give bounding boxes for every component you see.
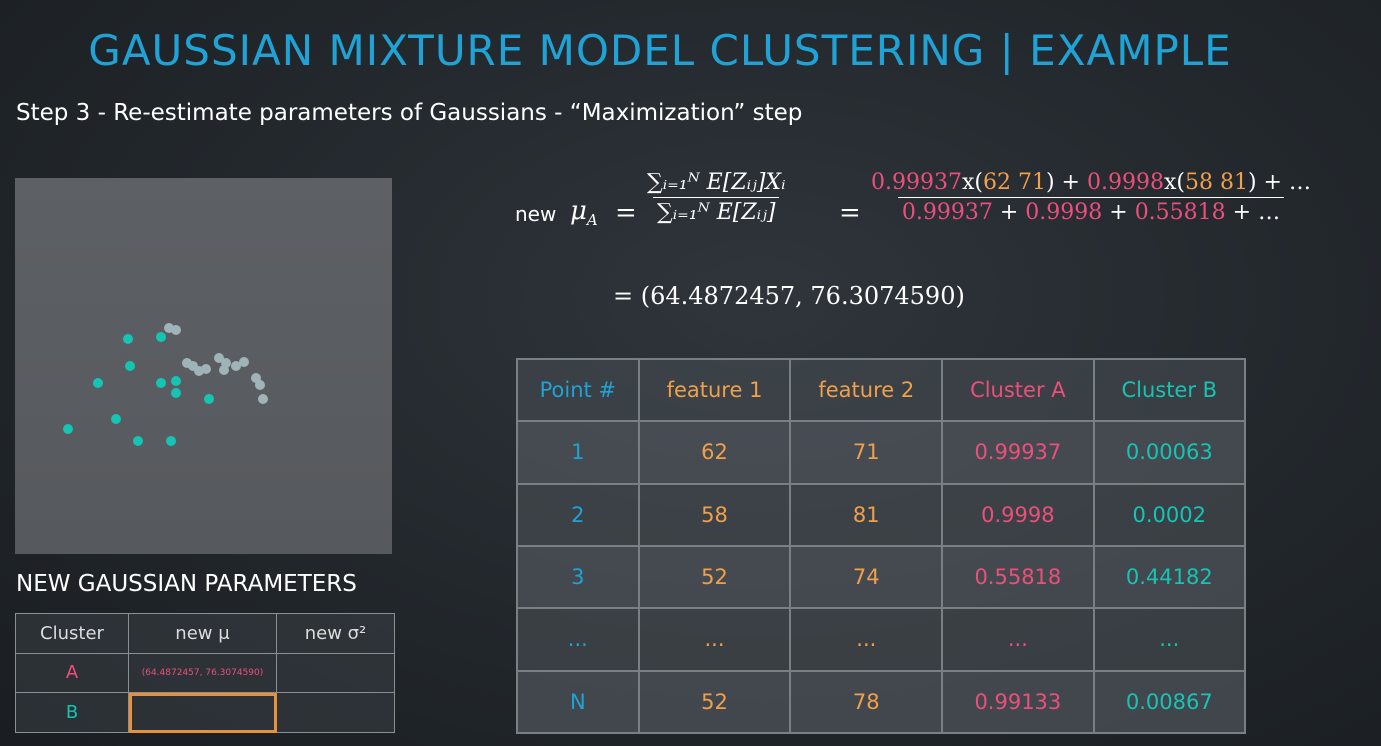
- scatter-point: [166, 436, 176, 446]
- numeric-numerator: 0.99937x(62 71) + 0.9998x(58 81) + …: [871, 170, 1311, 195]
- cell-feature-1: 62: [637, 420, 792, 485]
- scatter-point: [93, 378, 103, 388]
- scatter-point: [125, 361, 135, 371]
- general-numerator: ∑ᵢ₌₁ᴺ E[Zᵢⱼ]Xᵢ: [647, 170, 786, 195]
- table-row: 1 62 71 0.99937 0.00063: [516, 420, 1247, 485]
- table-row: ... ... ... ... ...: [516, 607, 1247, 672]
- equals-sign-2: =: [839, 198, 861, 228]
- params-row-a: A (64.4872457, 76.3074590): [15, 652, 395, 694]
- params-cluster-label: B: [15, 692, 129, 733]
- formula-block: new μA = ∑ᵢ₌₁ᴺ E[Zᵢⱼ]Xᵢ ∑ᵢ₌₁ᴺ E[Zᵢⱼ] = 0…: [515, 168, 1375, 318]
- scatter-point: [201, 364, 211, 374]
- scatter-point: [156, 332, 166, 342]
- scatter-point: [63, 424, 73, 434]
- table-row: 2 58 81 0.9998 0.0002: [516, 482, 1247, 547]
- params-header-mu: new μ: [128, 613, 277, 654]
- formula-new-label: new: [515, 202, 557, 226]
- cell-point: 3: [516, 544, 640, 610]
- scatter-svg: [63, 323, 268, 446]
- general-fraction: ∑ᵢ₌₁ᴺ E[Zᵢⱼ]Xᵢ ∑ᵢ₌₁ᴺ E[Zᵢⱼ]: [643, 170, 790, 225]
- scatter-point: [231, 361, 241, 371]
- header-point: Point #: [516, 357, 640, 423]
- cell-feature-2: ...: [789, 607, 944, 672]
- scatter-point: [171, 325, 181, 335]
- cell-feature-1: 52: [637, 544, 792, 610]
- cell-cluster-a: 0.99937: [941, 420, 1095, 485]
- cell-feature-2: 78: [789, 669, 944, 735]
- cell-feature-2: 74: [789, 544, 944, 610]
- scatter-point: [219, 365, 229, 375]
- header-feature-1: feature 1: [637, 357, 792, 423]
- scatter-point: [133, 436, 143, 446]
- cell-point: 1: [516, 420, 640, 485]
- cell-cluster-a: 0.9998: [941, 482, 1095, 547]
- params-title: NEW GAUSSIAN PARAMETERS: [16, 571, 357, 597]
- header-cluster-a: Cluster A: [941, 357, 1095, 423]
- scatter-point: [171, 388, 181, 398]
- cell-feature-1: ...: [637, 607, 792, 672]
- step-subtitle: Step 3 - Re-estimate parameters of Gauss…: [16, 100, 803, 126]
- scatter-point: [204, 394, 214, 404]
- scatter-point: [156, 378, 166, 388]
- params-mu-input-highlight[interactable]: [128, 692, 277, 733]
- cell-cluster-a: 0.99133: [941, 669, 1095, 735]
- scatter-point: [239, 357, 249, 367]
- page-title: GAUSSIAN MIXTURE MODEL CLUSTERING | EXAM…: [88, 26, 1232, 75]
- cell-feature-2: 81: [789, 482, 944, 547]
- cell-cluster-b: 0.00063: [1092, 420, 1247, 485]
- params-sigma-value: [276, 692, 395, 733]
- points-table-header: Point # feature 1 feature 2 Cluster A Cl…: [516, 357, 1247, 423]
- numeric-denominator: 0.99937 + 0.9998 + 0.55818 + …: [897, 197, 1285, 225]
- params-mu-value: (64.4872457, 76.3074590): [128, 652, 277, 694]
- cell-cluster-b: 0.00867: [1092, 669, 1247, 735]
- table-row: 3 52 74 0.55818 0.44182: [516, 544, 1247, 610]
- cell-point: 2: [516, 482, 640, 547]
- params-cluster-label: A: [15, 652, 129, 694]
- cell-cluster-b: ...: [1092, 607, 1247, 672]
- params-table: Cluster new μ new σ² A (64.4872457, 76.3…: [15, 613, 395, 733]
- params-row-b: B: [15, 692, 395, 733]
- header-cluster-b: Cluster B: [1092, 357, 1247, 423]
- header-feature-2: feature 2: [789, 357, 944, 423]
- general-denominator: ∑ᵢ₌₁ᴺ E[Zᵢⱼ]: [653, 197, 780, 225]
- formula-mu: μA: [570, 196, 598, 230]
- cell-cluster-a: 0.55818: [941, 544, 1095, 610]
- scatter-plot: [15, 178, 392, 554]
- cell-cluster-a: ...: [941, 607, 1095, 672]
- cell-point: N: [516, 669, 640, 735]
- cell-cluster-b: 0.0002: [1092, 482, 1247, 547]
- cell-point: ...: [516, 607, 640, 672]
- points-table: Point # feature 1 feature 2 Cluster A Cl…: [516, 357, 1247, 735]
- cell-feature-1: 52: [637, 669, 792, 735]
- scatter-point: [258, 394, 268, 404]
- equals-sign-1: =: [615, 198, 637, 228]
- scatter-point: [171, 376, 181, 386]
- cell-feature-1: 58: [637, 482, 792, 547]
- scatter-point: [214, 353, 224, 363]
- numeric-fraction: 0.99937x(62 71) + 0.9998x(58 81) + … 0.9…: [867, 170, 1315, 225]
- params-header-sigma: new σ²: [276, 613, 395, 654]
- scatter-point: [255, 380, 265, 390]
- params-sigma-value: [276, 652, 395, 694]
- params-header: Cluster new μ new σ²: [15, 613, 395, 654]
- cell-feature-2: 71: [789, 420, 944, 485]
- scatter-point: [123, 334, 133, 344]
- table-row: N 52 78 0.99133 0.00867: [516, 669, 1247, 735]
- scatter-point: [111, 414, 121, 424]
- cell-cluster-b: 0.44182: [1092, 544, 1247, 610]
- formula-result: = (64.4872457, 76.3074590): [613, 282, 965, 310]
- params-header-cluster: Cluster: [15, 613, 129, 654]
